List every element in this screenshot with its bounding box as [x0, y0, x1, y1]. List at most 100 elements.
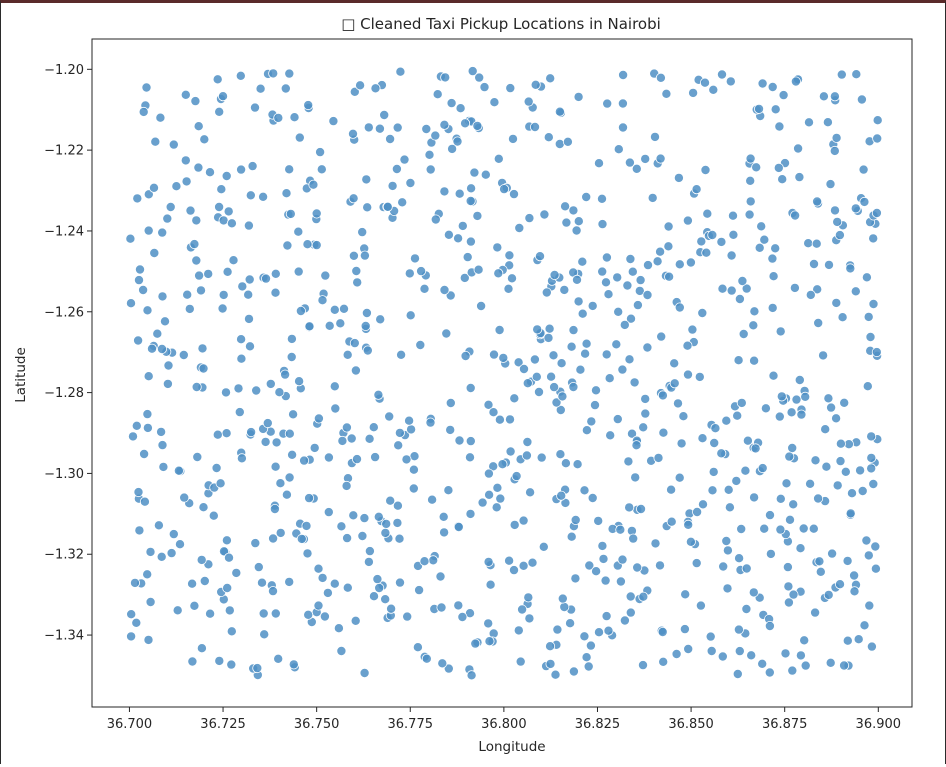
pickup-point [728, 210, 739, 221]
pickup-point [245, 190, 256, 201]
pickup-point [549, 382, 560, 393]
pickup-point [162, 378, 173, 389]
pickup-point [195, 285, 206, 296]
points-layer [125, 66, 883, 681]
pickup-point [368, 591, 379, 602]
pickup-point [837, 312, 848, 323]
pickup-point [146, 343, 157, 354]
pickup-point [217, 91, 228, 102]
pickup-point [142, 569, 153, 580]
pickup-point [857, 485, 868, 496]
pickup-point [294, 376, 305, 387]
pickup-point [545, 73, 556, 84]
pickup-point [425, 164, 436, 175]
pickup-point [472, 120, 483, 131]
pickup-point [629, 377, 640, 388]
pickup-point [304, 493, 315, 504]
pickup-point [740, 465, 751, 476]
pickup-point [424, 149, 435, 160]
pickup-point [872, 115, 883, 126]
pickup-point [262, 418, 273, 429]
pickup-point [601, 611, 612, 622]
pickup-point [504, 414, 515, 425]
x-tick-label: 36.700 [107, 717, 153, 732]
pickup-point [286, 351, 297, 362]
pickup-point [591, 566, 602, 577]
pickup-point [328, 116, 339, 127]
pickup-point [153, 520, 164, 531]
pickup-point [268, 533, 279, 544]
x-tick-label: 36.825 [575, 717, 621, 732]
pickup-point [568, 325, 579, 336]
pickup-point [214, 106, 225, 117]
pickup-point [617, 554, 628, 565]
pickup-point [319, 611, 330, 622]
pickup-point [260, 273, 271, 284]
pickup-point [270, 268, 281, 279]
pickup-point [657, 627, 668, 638]
pickup-point [872, 133, 883, 144]
pickup-point [612, 414, 623, 425]
pickup-point [351, 454, 362, 465]
pickup-point [682, 215, 693, 226]
pickup-point [573, 296, 584, 307]
pickup-point [605, 430, 616, 441]
pickup-point [465, 195, 476, 206]
pickup-point [443, 663, 454, 674]
pickup-point [849, 586, 860, 597]
pickup-point [243, 220, 254, 231]
pickup-point [165, 201, 176, 212]
pickup-point [425, 417, 436, 428]
pickup-point [453, 522, 464, 533]
pickup-point [260, 436, 271, 447]
pickup-point [506, 273, 517, 284]
pickup-point [604, 373, 615, 384]
pickup-point [419, 283, 430, 294]
pickup-point [597, 540, 608, 551]
pickup-point [716, 448, 727, 459]
pickup-point [717, 283, 728, 294]
pickup-point [855, 465, 866, 476]
pickup-point [483, 468, 494, 479]
pickup-point [498, 352, 509, 363]
pickup-point [624, 354, 635, 365]
pickup-point [613, 144, 624, 155]
pickup-point [731, 475, 742, 486]
pickup-point [198, 363, 209, 374]
pickup-point [308, 179, 319, 190]
pickup-point [380, 527, 391, 538]
pickup-point [457, 612, 468, 623]
pickup-point [707, 485, 718, 496]
pickup-point [748, 587, 759, 598]
pickup-point [831, 297, 842, 308]
pickup-point [465, 436, 476, 447]
pickup-point [673, 398, 684, 409]
pickup-point [392, 517, 403, 528]
pickup-point [655, 72, 666, 83]
pickup-point [375, 314, 386, 325]
pickup-point [180, 89, 191, 100]
pickup-point [683, 369, 694, 380]
pickup-point [812, 284, 823, 295]
pickup-point [477, 497, 488, 508]
pickup-point [329, 578, 340, 589]
pickup-point [405, 310, 416, 321]
pickup-point [593, 515, 604, 526]
pickup-point [194, 270, 205, 281]
pickup-point [174, 539, 185, 550]
pickup-point [787, 442, 798, 453]
pickup-point [173, 465, 184, 476]
pickup-point [734, 293, 745, 304]
pickup-point [557, 391, 568, 402]
pickup-point [402, 611, 413, 622]
pickup-point [303, 609, 314, 620]
pickup-point [728, 229, 739, 240]
pickup-point [285, 208, 296, 219]
pickup-point [813, 317, 824, 328]
pickup-point [756, 221, 767, 232]
pickup-point [142, 409, 153, 420]
pickup-point [734, 553, 745, 564]
pickup-point [631, 440, 642, 451]
pickup-point [835, 438, 846, 449]
pickup-point [155, 112, 166, 123]
